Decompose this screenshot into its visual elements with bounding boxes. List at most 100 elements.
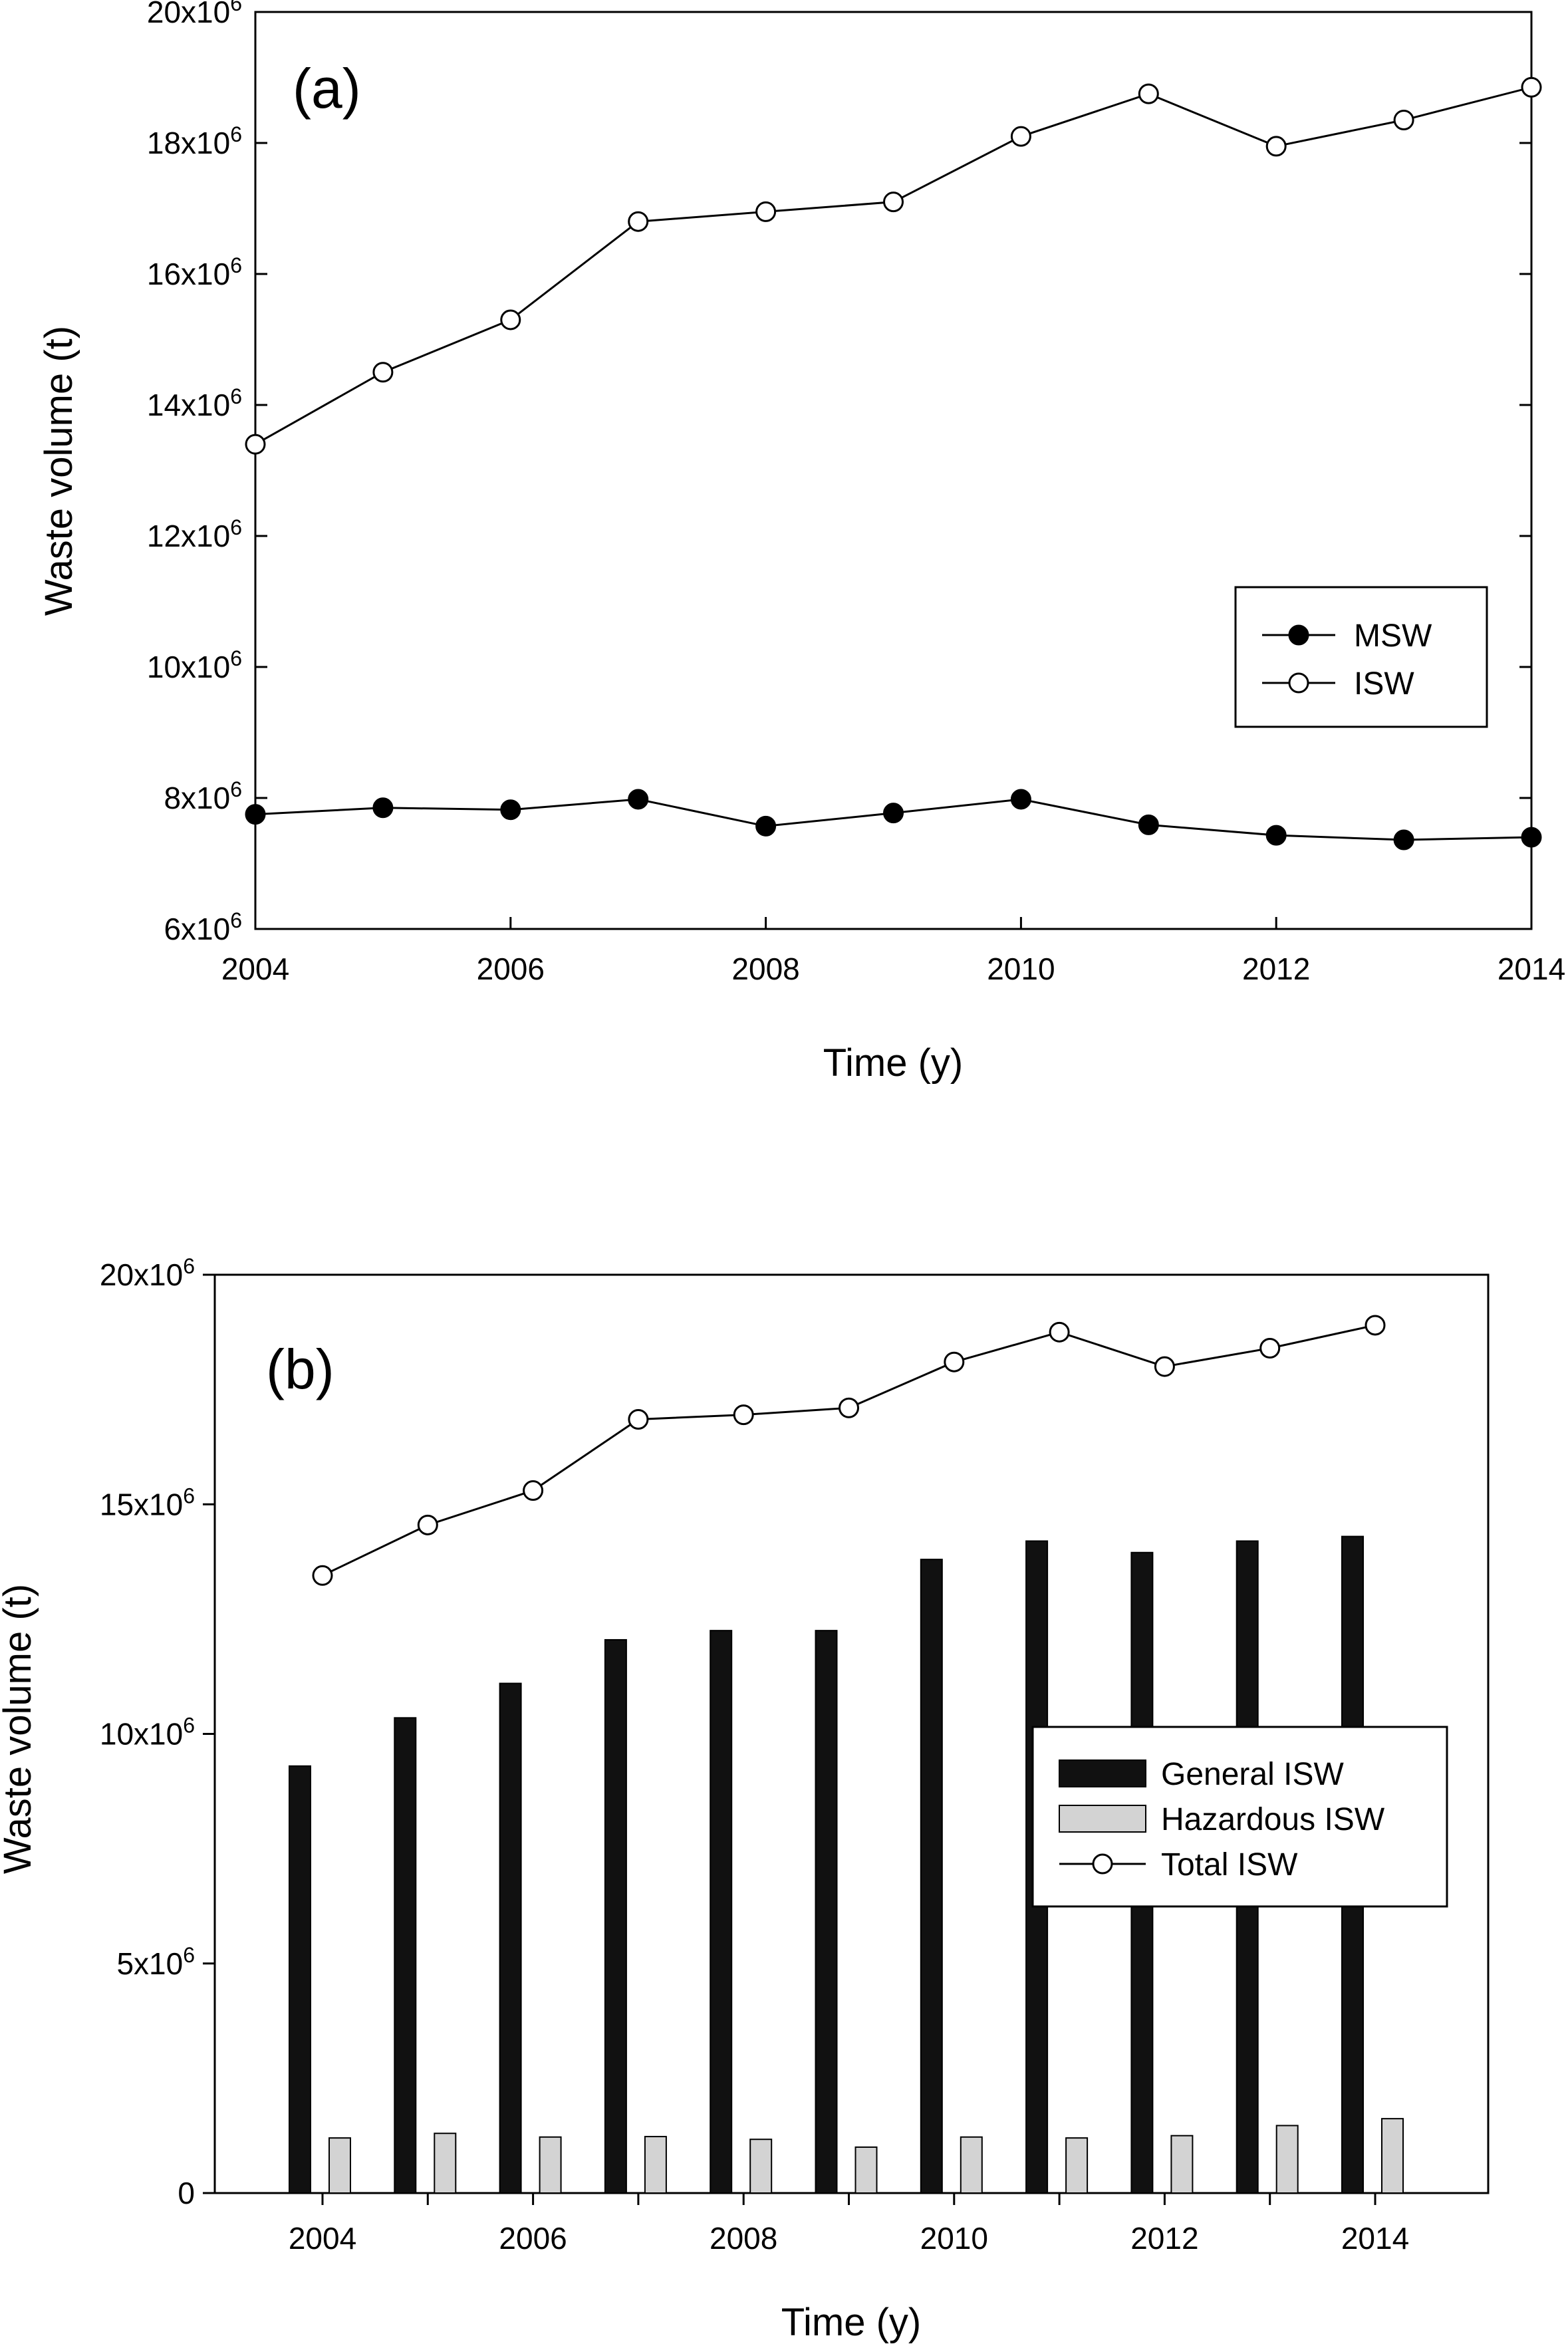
x-tick-label: 2008 xyxy=(731,952,799,986)
data-point-msw xyxy=(1010,789,1031,810)
series-line-isw xyxy=(255,86,1532,446)
y-tick-label: 8x106 xyxy=(164,777,242,815)
bar-general-isw xyxy=(604,1638,627,2194)
y-tick-label-exponent: 6 xyxy=(230,122,242,146)
data-point-total-isw xyxy=(944,1351,965,1372)
bar-general-isw xyxy=(815,1630,838,2194)
data-point-isw xyxy=(1010,126,1031,147)
y-tick-label-base: 20x10 xyxy=(100,1257,183,1292)
y-tick-label-exponent: 6 xyxy=(230,777,242,801)
y-tick-label: 20x106 xyxy=(100,1254,195,1292)
y-tick-label: 16x106 xyxy=(147,253,242,291)
panel-label: (a) xyxy=(293,57,361,120)
data-point-isw xyxy=(1138,83,1159,104)
data-point-isw xyxy=(755,201,777,222)
x-tick-label: 2012 xyxy=(1242,952,1310,986)
y-tick-label: 0 xyxy=(178,2176,195,2210)
legend-label: General ISW xyxy=(1161,1757,1344,1792)
y-tick-label: 20x106 xyxy=(147,0,242,29)
data-point-msw xyxy=(755,815,777,837)
y-tick-label-exponent: 6 xyxy=(230,0,242,15)
x-tick-label: 2010 xyxy=(987,952,1055,986)
series-line-total-isw xyxy=(322,1324,1376,1577)
data-point-isw xyxy=(500,309,521,330)
bar-hazardous-isw xyxy=(1275,2125,1299,2194)
y-tick-label-base: 5x10 xyxy=(116,1946,183,1981)
y-tick-label-exponent: 6 xyxy=(183,1254,195,1278)
bar-general-isw xyxy=(920,1559,943,2194)
y-tick-label-exponent: 6 xyxy=(230,646,242,670)
bar-hazardous-isw xyxy=(644,2136,667,2194)
data-point-total-isw xyxy=(628,1409,649,1430)
x-axis-label: Time (y) xyxy=(823,1041,963,1085)
y-tick-label-base: 15x10 xyxy=(100,1487,183,1521)
y-tick-label-base: 18x10 xyxy=(147,126,230,160)
y-tick-label-base: 16x10 xyxy=(147,257,230,291)
y-tick-label-base: 10x10 xyxy=(100,1717,183,1752)
data-point-msw xyxy=(883,803,904,824)
data-point-total-isw xyxy=(1049,1321,1070,1343)
y-tick-label: 15x106 xyxy=(100,1484,195,1521)
legend-label: ISW xyxy=(1354,666,1414,702)
y-tick-label: 6x106 xyxy=(164,908,242,946)
legend-label: Total ISW xyxy=(1161,1847,1298,1883)
data-point-total-isw xyxy=(1365,1315,1386,1336)
x-tick-label: 2014 xyxy=(1341,2221,1409,2256)
y-axis-label: Waste volume (t) xyxy=(0,1584,39,1874)
legend-swatch-hazardous-isw xyxy=(1059,1805,1146,1833)
plot-frame xyxy=(254,11,1533,930)
data-point-total-isw xyxy=(312,1565,333,1586)
data-point-isw xyxy=(1521,76,1542,98)
y-tick-label: 5x106 xyxy=(116,1943,195,1981)
x-tick-label: 2010 xyxy=(920,2221,988,2256)
y-tick-label: 18x106 xyxy=(147,122,242,160)
y-tick-label-exponent: 6 xyxy=(230,384,242,408)
y-tick-label-exponent: 6 xyxy=(183,1943,195,1967)
bar-hazardous-isw xyxy=(1065,2137,1089,2194)
x-tick-label: 2006 xyxy=(477,952,545,986)
bar-hazardous-isw xyxy=(960,2136,983,2194)
y-tick-label-base: 12x10 xyxy=(147,519,230,553)
x-tick-label: 2014 xyxy=(1498,952,1565,986)
y-tick-label-exponent: 6 xyxy=(230,515,242,539)
legend-swatch-general-isw xyxy=(1059,1759,1146,1787)
y-tick-label-exponent: 6 xyxy=(183,1714,195,1738)
y-axis-label: Waste volume (t) xyxy=(37,326,80,616)
y-tick-label: 10x106 xyxy=(147,646,242,684)
data-point-total-isw xyxy=(1154,1356,1175,1377)
bar-hazardous-isw xyxy=(434,2133,457,2194)
y-tick-label-base: 20x10 xyxy=(147,0,230,29)
data-point-msw xyxy=(1265,825,1287,846)
y-tick-label-base: 6x10 xyxy=(164,912,230,946)
y-tick-label-base: 8x10 xyxy=(164,781,230,815)
bar-general-isw xyxy=(499,1682,522,2194)
legend-label: MSW xyxy=(1354,618,1432,654)
legend-marker xyxy=(1288,624,1309,646)
data-point-total-isw xyxy=(417,1514,438,1535)
legend-label: Hazardous ISW xyxy=(1161,1802,1385,1837)
bar-general-isw xyxy=(289,1765,311,2194)
data-point-isw xyxy=(628,211,649,232)
data-point-isw xyxy=(1393,110,1414,131)
bar-hazardous-isw xyxy=(1170,2135,1194,2194)
y-tick-label: 12x106 xyxy=(147,515,242,553)
panel-a-line-chart: 6x1068x10610x10612x10614x10616x10618x106… xyxy=(37,0,1565,1085)
data-point-msw xyxy=(500,799,521,821)
legend-marker xyxy=(1288,672,1309,694)
x-tick-label: 2004 xyxy=(221,952,289,986)
y-tick-label-base: 14x10 xyxy=(147,388,230,422)
x-tick-label: 2008 xyxy=(710,2221,777,2256)
x-tick-label: 2004 xyxy=(289,2221,356,2256)
panel-label: (b) xyxy=(266,1338,334,1400)
data-point-msw xyxy=(245,804,266,825)
y-tick-label: 14x106 xyxy=(147,384,242,422)
x-tick-label: 2012 xyxy=(1130,2221,1198,2256)
x-axis-label: Time (y) xyxy=(781,2301,921,2344)
y-tick-label-exponent: 6 xyxy=(230,908,242,932)
bar-hazardous-isw xyxy=(1381,2118,1404,2194)
data-point-total-isw xyxy=(839,1397,859,1418)
bar-general-isw xyxy=(394,1717,417,2194)
x-tick-label: 2006 xyxy=(499,2221,567,2256)
data-point-msw xyxy=(1138,814,1159,835)
